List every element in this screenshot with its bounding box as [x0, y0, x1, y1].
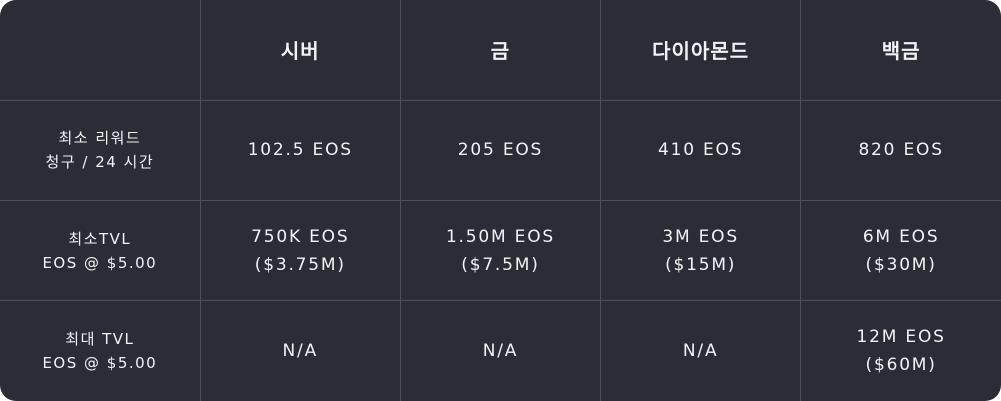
cell-min-reward-platinum: 820 EOS: [800, 99, 1001, 202]
cell-value: 1.50M EOS: [445, 226, 555, 247]
cell-usd-value: ($30M): [865, 254, 937, 275]
cell-value: 102.5 EOS: [247, 140, 353, 161]
cell-max-tvl-platinum: 12M EOS ($60M): [800, 300, 1001, 401]
table-row-min-tvl: 최소TVL EOS @ $5.00 750K EOS ($3.75M) 1.50…: [0, 199, 1001, 302]
cell-min-tvl-silver: 750K EOS ($3.75M): [199, 199, 401, 302]
cell-min-tvl-platinum: 6M EOS ($30M): [800, 199, 1001, 302]
tier-header-gold: 금: [399, 0, 602, 101]
cell-min-tvl-diamond: 3M EOS ($15M): [600, 199, 802, 302]
row-label-line: EOS @ $5.00: [42, 354, 158, 373]
header-row: 시버 금 다이아몬드 백금: [0, 0, 1001, 101]
cell-max-tvl-silver: N/A: [199, 300, 401, 401]
row-label-line: 최소 리워드: [58, 129, 142, 148]
cell-usd-value: ($3.75M): [254, 254, 346, 275]
row-label-line: 최소TVL: [68, 229, 132, 248]
table-row-min-reward: 최소 리워드 청구 / 24 시간 102.5 EOS 205 EOS 410 …: [0, 99, 1001, 202]
cell-value: N/A: [482, 341, 519, 362]
cell-value: 750K EOS: [251, 226, 350, 247]
row-label-line: EOS @ $5.00: [42, 253, 158, 272]
row-label-line: 최대 TVL: [65, 330, 135, 349]
cell-min-tvl-gold: 1.50M EOS ($7.5M): [399, 199, 602, 302]
row-label-min-tvl: 최소TVL EOS @ $5.00: [0, 199, 201, 302]
row-label-min-reward: 최소 리워드 청구 / 24 시간: [0, 99, 201, 202]
cell-min-reward-diamond: 410 EOS: [600, 99, 802, 202]
cell-value: 3M EOS: [662, 226, 739, 247]
tier-header-silver: 시버: [199, 0, 401, 101]
cell-usd-value: ($15M): [665, 254, 737, 275]
cell-min-reward-gold: 205 EOS: [399, 99, 602, 202]
corner-cell: [0, 0, 201, 101]
tier-header-diamond: 다이아몬드: [600, 0, 802, 101]
cell-value: 820 EOS: [858, 140, 944, 161]
tier-header-platinum: 백금: [800, 0, 1001, 101]
cell-usd-value: ($7.5M): [461, 254, 540, 275]
cell-max-tvl-gold: N/A: [399, 300, 602, 401]
cell-value: N/A: [682, 341, 719, 362]
cell-value: 12M EOS: [856, 327, 946, 348]
cell-value: 205 EOS: [457, 140, 544, 161]
row-label-max-tvl: 최대 TVL EOS @ $5.00: [0, 300, 201, 401]
cell-max-tvl-diamond: N/A: [600, 300, 802, 401]
cell-usd-value: ($60M): [865, 355, 937, 376]
cell-value: 410 EOS: [657, 140, 744, 161]
row-label-line: 청구 / 24 시간: [45, 153, 155, 172]
cell-value: 6M EOS: [862, 226, 940, 247]
cell-min-reward-silver: 102.5 EOS: [199, 99, 401, 202]
cell-value: N/A: [282, 341, 319, 362]
table-row-max-tvl: 최대 TVL EOS @ $5.00 N/A N/A N/A 12M EOS (…: [0, 300, 1001, 401]
